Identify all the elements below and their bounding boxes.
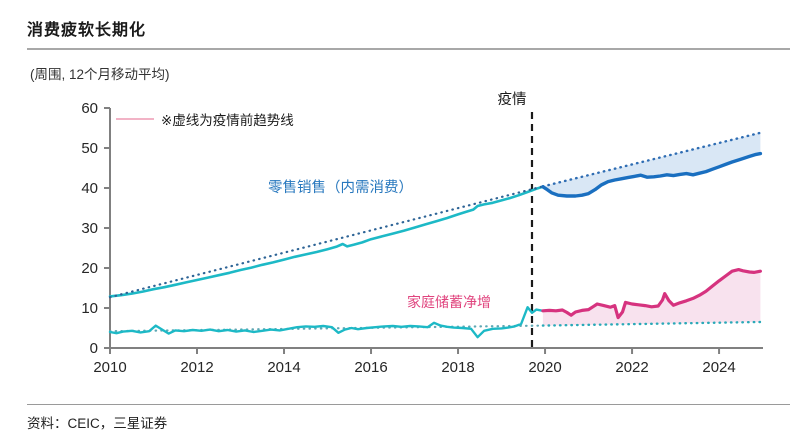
trend-line-sample-icon xyxy=(116,118,154,120)
series-savings_pre xyxy=(108,306,545,339)
trend-note: ※虚线为疫情前趋势线 xyxy=(116,109,294,129)
x-tick-label: 2014 xyxy=(267,359,300,376)
x-tick-label: 2022 xyxy=(615,359,648,376)
x-tick-label: 2024 xyxy=(702,359,735,376)
source-divider xyxy=(27,404,790,405)
page-title: 消费疲软长期化 xyxy=(27,22,147,39)
y-tick-label: 20 xyxy=(81,260,98,277)
x-tick-label: 2012 xyxy=(180,359,213,376)
y-tick-label: 40 xyxy=(81,180,98,197)
y-tick-label: 30 xyxy=(81,220,98,237)
title-divider xyxy=(27,48,790,50)
fill-area xyxy=(542,269,761,326)
x-tick-label: 2018 xyxy=(441,359,474,376)
y-tick-label: 10 xyxy=(81,300,98,317)
series-savings_trend_post xyxy=(541,320,762,327)
y-tick-label: 0 xyxy=(90,340,98,357)
retail-series-label: 零售销售（内需消费） xyxy=(268,180,413,196)
x-tick-label: 2020 xyxy=(528,359,561,376)
savings-series-label: 家庭储蓄净增 xyxy=(407,294,491,310)
series-retail_trend_pre xyxy=(108,185,545,299)
trend-note-label: ※虚线为疫情前趋势线 xyxy=(161,113,294,128)
source-text: 资料：CEIC，三星证券 xyxy=(27,416,168,431)
pandemic-label: 疫情 xyxy=(497,92,527,108)
series-retail_pre xyxy=(108,185,545,298)
x-tick-label: 2016 xyxy=(354,359,387,376)
series-savings_trend_pre xyxy=(108,324,545,333)
y-tick-label: 50 xyxy=(81,140,98,157)
series-savings_post xyxy=(541,268,763,320)
x-tick-label: 2010 xyxy=(93,359,126,376)
fill-area xyxy=(542,132,761,196)
axis-units-label: (周围, 12个月移动平均) xyxy=(30,67,170,82)
y-tick-label: 60 xyxy=(81,100,98,117)
series-retail_post xyxy=(541,151,763,198)
